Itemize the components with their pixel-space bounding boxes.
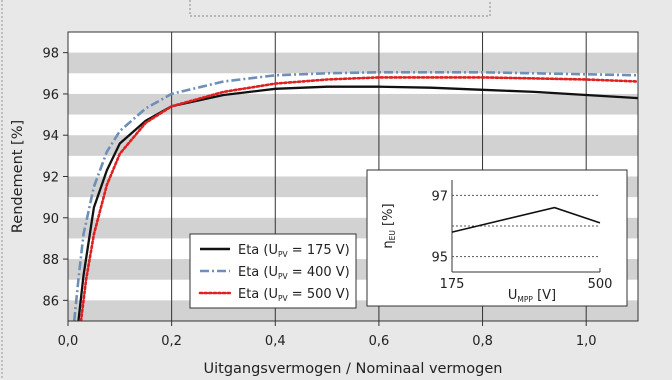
inset-y-tick-label: 95 — [431, 251, 448, 266]
series-line-1 — [72, 71, 638, 321]
x-tick-label: 0,6 — [369, 334, 390, 349]
series-line-2 — [79, 76, 638, 321]
y-tick-label: 88 — [42, 253, 59, 268]
x-tick-label: 0,4 — [265, 334, 286, 349]
x-tick-label: 0,8 — [472, 334, 493, 349]
top-caption-frame — [189, 0, 491, 17]
background-band — [68, 52, 638, 74]
inset-y-tick-label: 97 — [431, 189, 448, 204]
legend-entry-1: Eta (UPV = 400 V) — [238, 265, 350, 281]
background-band — [68, 93, 638, 115]
legend-entry-2: Eta (UPV = 500 V) — [238, 287, 350, 303]
x-tick-label: 0,2 — [161, 334, 182, 349]
legend-entry-0: Eta (UPV = 175 V) — [238, 243, 350, 259]
main-axes: 0,0 0,2 0,4 0,6 0,8 1,0 86 88 90 92 94 96 98 Uitgangs… — [10, 31, 639, 377]
inset-series-line — [451, 206, 601, 233]
inset-x-tick-label: 175 — [440, 277, 465, 292]
inset-x-tick-label: 500 — [588, 277, 613, 292]
x-tick-label: 1,0 — [576, 334, 597, 349]
inset-box — [366, 169, 628, 307]
y-tick-label: 98 — [42, 47, 59, 62]
inset-y-axis-label: ηEU [%] — [381, 203, 397, 248]
x-axis-label: Uitgangsvermogen / Nominaal vermogen — [204, 361, 503, 377]
legend: Eta (UPV = 175 V) Eta (UPV = 400 V) Eta (U… — [189, 233, 357, 309]
inset-chart: 97 95 175 500 UMPP [V] ηEU [%] — [366, 169, 628, 307]
y-axis-label: Rendement [%] — [10, 120, 26, 233]
y-tick-label: 86 — [42, 294, 59, 309]
y-tick-label: 90 — [42, 212, 59, 227]
y-tick-label: 96 — [42, 88, 59, 103]
y-tick-label: 92 — [42, 171, 59, 186]
y-tick-label: 94 — [42, 129, 59, 144]
x-tick-label: 0,0 — [58, 334, 79, 349]
background-band — [68, 135, 638, 156]
series-line-0 — [77, 85, 638, 321]
inset-x-axis-label: UMPP [V] — [508, 288, 556, 304]
